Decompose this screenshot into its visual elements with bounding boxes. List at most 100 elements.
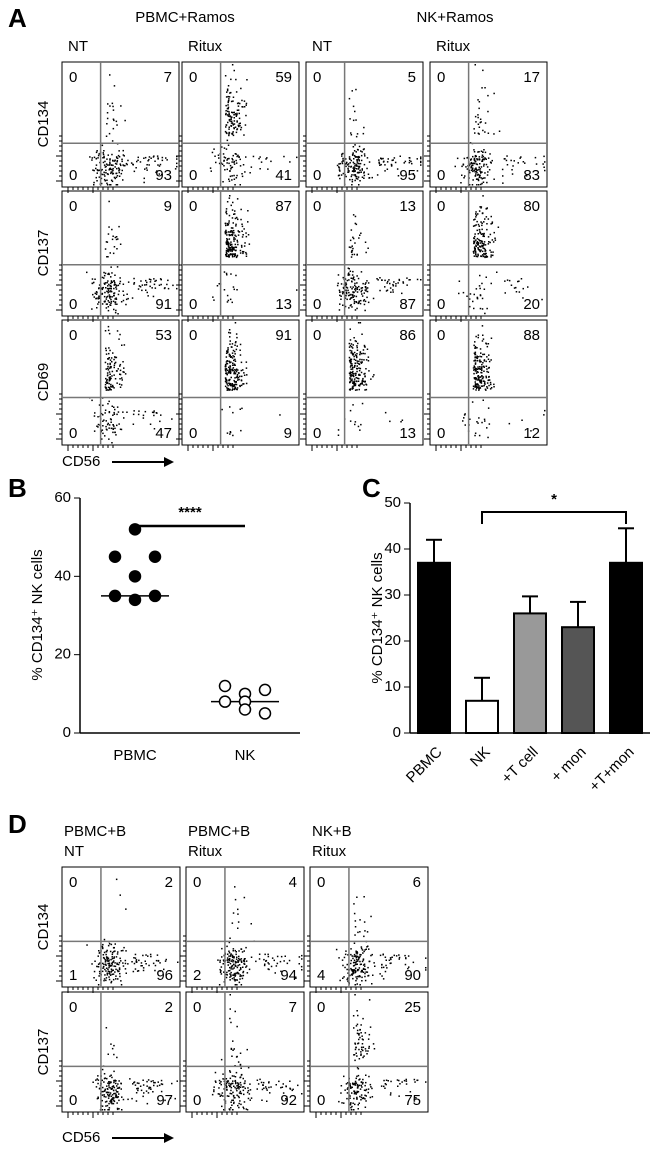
event-dot <box>115 1080 117 1082</box>
event-dot <box>233 1100 235 1102</box>
event-dot <box>360 368 362 370</box>
event-dot <box>289 161 291 163</box>
event-dot <box>488 407 490 409</box>
event-dot <box>259 954 261 956</box>
event-dot <box>148 1092 150 1094</box>
event-dot <box>109 333 111 335</box>
event-dot <box>246 374 248 376</box>
event-dot <box>102 944 104 946</box>
event-dot <box>230 79 232 81</box>
quadrant-value: 0 <box>437 69 445 86</box>
event-dot <box>233 240 235 242</box>
event-dot <box>234 289 236 291</box>
event-dot <box>127 963 129 965</box>
event-dot <box>121 984 123 986</box>
event-dot <box>266 1101 268 1103</box>
event-dot <box>475 370 477 372</box>
event-dot <box>358 172 360 174</box>
event-dot <box>227 90 229 92</box>
event-dot <box>358 381 360 383</box>
event-dot <box>364 164 366 166</box>
event-dot <box>475 389 477 391</box>
event-dot <box>358 1108 360 1110</box>
event-dot <box>477 369 479 371</box>
event-dot <box>230 963 232 965</box>
event-dot <box>350 1102 352 1104</box>
event-dot <box>121 384 123 386</box>
event-dot <box>246 361 248 363</box>
event-dot <box>229 329 231 331</box>
event-dot <box>361 151 363 153</box>
event-dot <box>135 1084 137 1086</box>
event-dot <box>464 175 466 177</box>
event-dot <box>516 291 518 293</box>
event-dot <box>351 160 353 162</box>
event-dot <box>227 961 229 963</box>
event-dot <box>131 162 133 164</box>
event-dot <box>242 967 244 969</box>
event-dot <box>232 957 234 959</box>
event-dot <box>145 411 147 413</box>
event-dot <box>104 435 106 437</box>
event-dot <box>494 238 496 240</box>
event-dot <box>355 980 357 982</box>
event-dot <box>97 297 99 299</box>
event-dot <box>230 972 232 974</box>
event-dot <box>357 289 359 291</box>
event-dot <box>113 359 115 361</box>
event-dot <box>116 248 118 250</box>
event-dot <box>234 356 236 358</box>
event-dot <box>227 249 229 251</box>
event-dot <box>482 151 484 153</box>
event-dot <box>120 894 122 896</box>
event-dot <box>107 288 109 290</box>
event-dot <box>233 912 235 914</box>
event-dot <box>356 389 358 391</box>
event-dot <box>215 1072 217 1074</box>
event-dot <box>114 367 116 369</box>
event-dot <box>111 171 113 173</box>
event-dot <box>237 1105 239 1107</box>
event-dot <box>474 249 476 251</box>
event-dot <box>261 1100 263 1102</box>
event-dot <box>368 360 370 362</box>
event-dot <box>480 376 482 378</box>
event-dot <box>355 163 357 165</box>
event-dot <box>110 1043 112 1045</box>
event-dot <box>105 166 107 168</box>
event-dot <box>365 282 367 284</box>
event-dot <box>238 1088 240 1090</box>
event-dot <box>479 229 481 231</box>
event-dot <box>358 322 360 324</box>
event-dot <box>477 213 479 215</box>
event-dot <box>535 157 537 159</box>
event-dot <box>357 166 359 168</box>
event-dot <box>474 236 476 238</box>
event-dot <box>116 239 118 241</box>
event-dot <box>359 954 361 956</box>
event-dot <box>107 164 109 166</box>
event-dot <box>103 1094 105 1096</box>
event-dot <box>337 283 339 285</box>
event-dot <box>362 1083 364 1085</box>
event-dot <box>488 157 490 159</box>
event-dot <box>232 922 234 924</box>
event-dot <box>117 1083 119 1085</box>
event-dot <box>112 1048 114 1050</box>
event-dot <box>122 361 124 363</box>
event-dot <box>358 1033 360 1035</box>
event-dot <box>105 1105 107 1107</box>
event-dot <box>246 383 248 385</box>
event-dot <box>367 971 369 973</box>
event-dot <box>111 944 113 946</box>
event-dot <box>352 347 354 349</box>
event-dot <box>482 298 484 300</box>
quadrant-value: 17 <box>523 69 540 86</box>
event-dot <box>352 373 354 375</box>
event-dot <box>473 308 475 310</box>
event-dot <box>356 897 358 899</box>
event-dot <box>225 225 227 227</box>
event-dot <box>98 984 100 986</box>
event-dot <box>474 158 476 160</box>
event-dot <box>477 230 479 232</box>
